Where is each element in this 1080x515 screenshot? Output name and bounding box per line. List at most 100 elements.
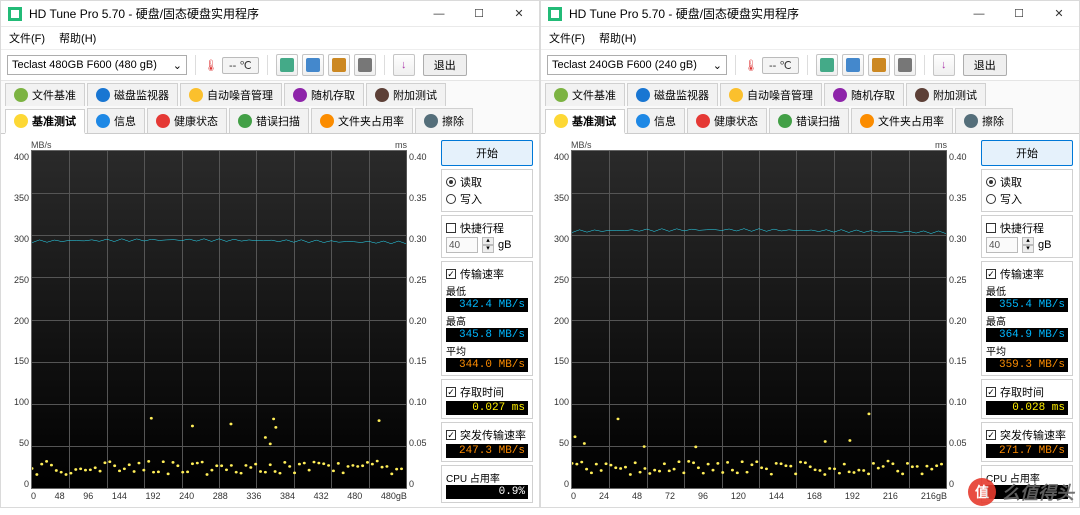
tab-label: 文件基准 <box>572 87 616 103</box>
arrow-down-icon: ↓ <box>941 59 947 71</box>
plot-area <box>31 150 407 489</box>
tab-文件基准[interactable]: 文件基准 <box>545 83 625 106</box>
radio-read[interactable]: 读取 <box>986 174 1068 190</box>
side-panel: 开始读取写入快捷行程▴▾gB传输速率最低355.4 MB/s最高364.9 MB… <box>981 140 1073 503</box>
tab-icon <box>14 114 28 128</box>
tab-label: 健康状态 <box>714 113 758 129</box>
tab-文件夹占用率[interactable]: 文件夹占用率 <box>311 108 413 133</box>
checkbox-transfer-rate[interactable]: 传输速率 <box>446 266 528 282</box>
screenshot-button[interactable] <box>328 54 350 76</box>
minimize-button[interactable]: — <box>959 1 999 27</box>
thermometer-icon: 🌡 <box>204 59 218 72</box>
value-avg: 344.0 MB/s <box>446 358 528 372</box>
checkbox-access-time[interactable]: 存取时间 <box>986 384 1068 400</box>
spin-up[interactable]: ▴ <box>1022 237 1034 245</box>
checkbox-transfer-rate[interactable]: 传输速率 <box>986 266 1068 282</box>
checkbox-short-stroke[interactable]: 快捷行程 <box>446 220 528 236</box>
x-unit: 480gB <box>381 491 407 501</box>
tab-label: 随机存取 <box>851 87 895 103</box>
tab-icon <box>293 88 307 102</box>
tab-自动噪音管理[interactable]: 自动噪音管理 <box>180 83 282 106</box>
tab-文件夹占用率[interactable]: 文件夹占用率 <box>851 108 953 133</box>
temperature-label: -- ℃ <box>222 57 259 74</box>
exit-button[interactable]: 退出 <box>423 54 467 76</box>
value-avg: 359.3 MB/s <box>986 358 1068 372</box>
checkbox-burst-rate[interactable]: 突发传输速率 <box>986 427 1068 443</box>
radio-write[interactable]: 写入 <box>986 191 1068 207</box>
start-button[interactable]: 开始 <box>441 140 533 166</box>
tab-错误扫描[interactable]: 错误扫描 <box>229 108 309 133</box>
start-button[interactable]: 开始 <box>981 140 1073 166</box>
plot-area <box>571 150 947 489</box>
tab-icon <box>860 114 874 128</box>
tab-icon <box>14 88 28 102</box>
tab-文件基准[interactable]: 文件基准 <box>5 83 85 106</box>
value-min: 355.4 MB/s <box>986 298 1068 312</box>
short-stroke-input[interactable] <box>446 237 478 253</box>
checkbox-icon <box>986 387 996 397</box>
tab-擦除[interactable]: 擦除 <box>415 108 473 133</box>
tab-附加测试[interactable]: 附加测试 <box>366 83 446 106</box>
tab-信息[interactable]: 信息 <box>627 108 685 133</box>
close-button[interactable]: ✕ <box>499 1 539 27</box>
arrow-down-icon: ↓ <box>401 59 407 71</box>
tab-健康状态[interactable]: 健康状态 <box>687 108 767 133</box>
copy-button[interactable] <box>276 54 298 76</box>
radio-write[interactable]: 写入 <box>446 191 528 207</box>
tab-icon <box>554 88 568 102</box>
spin-up[interactable]: ▴ <box>482 237 494 245</box>
y-right-unit: ms <box>395 140 407 150</box>
tab-健康状态[interactable]: 健康状态 <box>147 108 227 133</box>
tab-随机存取[interactable]: 随机存取 <box>284 83 364 106</box>
info-button[interactable] <box>302 54 324 76</box>
close-button[interactable]: ✕ <box>1039 1 1079 27</box>
tab-icon <box>424 114 438 128</box>
tab-擦除[interactable]: 擦除 <box>955 108 1013 133</box>
refresh-button[interactable]: ↓ <box>393 54 415 76</box>
tab-icon <box>729 88 743 102</box>
menu-file[interactable]: 文件(F) <box>9 30 45 46</box>
drive-select[interactable]: Teclast 240GB F600 (240 gB)⌄ <box>547 55 727 75</box>
checkbox-icon <box>446 223 456 233</box>
copy-button[interactable] <box>816 54 838 76</box>
maximize-button[interactable]: ☐ <box>459 1 499 27</box>
tab-磁盘监视器[interactable]: 磁盘监视器 <box>87 83 178 106</box>
value-burst: 247.3 MB/s <box>446 444 528 458</box>
checkbox-icon <box>986 269 996 279</box>
exit-button[interactable]: 退出 <box>963 54 1007 76</box>
checkbox-short-stroke[interactable]: 快捷行程 <box>986 220 1068 236</box>
refresh-button[interactable]: ↓ <box>933 54 955 76</box>
tab-错误扫描[interactable]: 错误扫描 <box>769 108 849 133</box>
tab-label: 基准测试 <box>572 113 616 129</box>
radio-read[interactable]: 读取 <box>446 174 528 190</box>
y-right-unit: ms <box>935 140 947 150</box>
tab-label: 随机存取 <box>311 87 355 103</box>
screenshot-button[interactable] <box>868 54 890 76</box>
drive-select[interactable]: Teclast 480GB F600 (480 gB)⌄ <box>7 55 187 75</box>
toolbar: Teclast 480GB F600 (480 gB)⌄ 🌡 -- ℃ ↓ 退出 <box>1 50 539 81</box>
checkbox-burst-rate[interactable]: 突发传输速率 <box>446 427 528 443</box>
tab-基准测试[interactable]: 基准测试 <box>545 109 625 134</box>
tab-自动噪音管理[interactable]: 自动噪音管理 <box>720 83 822 106</box>
menu-file[interactable]: 文件(F) <box>549 30 585 46</box>
checkbox-access-time[interactable]: 存取时间 <box>446 384 528 400</box>
temperature-label: -- ℃ <box>762 57 799 74</box>
tab-信息[interactable]: 信息 <box>87 108 145 133</box>
tab-随机存取[interactable]: 随机存取 <box>824 83 904 106</box>
menu-help[interactable]: 帮助(H) <box>59 30 96 46</box>
maximize-button[interactable]: ☐ <box>999 1 1039 27</box>
minimize-button[interactable]: — <box>419 1 459 27</box>
info-button[interactable] <box>842 54 864 76</box>
save-button[interactable] <box>354 54 376 76</box>
spin-down[interactable]: ▾ <box>1022 245 1034 253</box>
spin-down[interactable]: ▾ <box>482 245 494 253</box>
titlebar: HD Tune Pro 5.70 - 硬盘/固态硬盘实用程序—☐✕ <box>541 1 1079 27</box>
tab-附加测试[interactable]: 附加测试 <box>906 83 986 106</box>
tab-基准测试[interactable]: 基准测试 <box>5 109 85 134</box>
menu-help[interactable]: 帮助(H) <box>599 30 636 46</box>
save-button[interactable] <box>894 54 916 76</box>
value-min: 342.4 MB/s <box>446 298 528 312</box>
value-access: 0.027 ms <box>446 401 528 415</box>
tab-磁盘监视器[interactable]: 磁盘监视器 <box>627 83 718 106</box>
short-stroke-input[interactable] <box>986 237 1018 253</box>
